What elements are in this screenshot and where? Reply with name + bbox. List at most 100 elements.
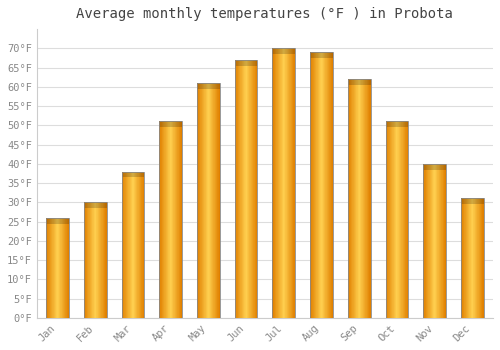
Bar [90, 202, 92, 208]
Bar [58, 218, 59, 224]
Bar [59, 218, 60, 224]
Bar [357, 79, 358, 85]
Bar [134, 172, 135, 177]
Bar [171, 127, 172, 318]
Bar [390, 127, 391, 318]
Bar [353, 85, 354, 318]
Bar [134, 177, 135, 318]
Bar [424, 164, 425, 170]
Bar [433, 164, 434, 170]
Bar [67, 218, 68, 224]
Bar [209, 83, 210, 89]
Bar [276, 54, 277, 318]
Bar [425, 164, 426, 170]
Bar [126, 177, 128, 318]
Bar [168, 127, 169, 318]
Bar [439, 164, 440, 170]
Bar [435, 170, 436, 318]
Bar [473, 204, 474, 318]
Bar [354, 85, 355, 318]
Bar [274, 48, 276, 54]
Bar [283, 48, 284, 54]
Bar [251, 66, 252, 318]
Bar [477, 204, 478, 318]
Bar [202, 83, 203, 89]
Bar [249, 60, 250, 66]
Bar [126, 172, 128, 177]
Bar [364, 85, 365, 318]
Bar [399, 127, 400, 318]
Bar [141, 172, 142, 177]
Bar [103, 208, 104, 318]
Bar [180, 127, 181, 318]
Bar [244, 66, 245, 318]
Bar [257, 66, 258, 318]
Bar [439, 170, 440, 318]
Bar [464, 198, 465, 204]
Bar [235, 66, 236, 318]
Bar [406, 127, 407, 318]
Bar [86, 202, 87, 208]
Bar [199, 83, 200, 89]
Bar [128, 177, 129, 318]
Bar [240, 60, 241, 66]
Bar [84, 202, 85, 208]
Bar [362, 85, 363, 318]
Bar [355, 79, 356, 85]
Bar [236, 66, 237, 318]
Bar [483, 204, 484, 318]
Bar [390, 121, 391, 127]
Bar [124, 172, 125, 177]
Bar [354, 79, 355, 85]
Bar [283, 54, 284, 318]
Bar [219, 89, 220, 318]
Bar [369, 85, 370, 318]
Bar [317, 58, 318, 318]
Bar [160, 121, 182, 318]
Bar [205, 83, 206, 89]
Bar [462, 204, 464, 318]
Bar [68, 218, 69, 224]
Bar [138, 177, 139, 318]
Bar [424, 164, 446, 318]
Bar [361, 85, 362, 318]
Bar [100, 202, 101, 208]
Bar [331, 58, 332, 318]
Bar [243, 60, 244, 66]
Bar [284, 54, 285, 318]
Bar [407, 127, 408, 318]
Bar [197, 89, 198, 318]
Bar [322, 52, 323, 58]
Bar [280, 54, 281, 318]
Bar [164, 127, 165, 318]
Bar [217, 89, 218, 318]
Bar [175, 121, 176, 127]
Bar [218, 83, 219, 89]
Bar [310, 52, 333, 318]
Bar [250, 60, 251, 66]
Bar [87, 208, 88, 318]
Bar [398, 121, 399, 127]
Bar [173, 121, 174, 127]
Title: Average monthly temperatures (°F ) in Probota: Average monthly temperatures (°F ) in Pr… [76, 7, 454, 21]
Bar [64, 224, 65, 318]
Bar [466, 204, 467, 318]
Bar [475, 204, 476, 318]
Bar [204, 89, 205, 318]
Bar [65, 218, 66, 224]
Bar [350, 79, 352, 85]
Bar [293, 48, 294, 54]
Bar [166, 121, 168, 127]
Bar [278, 54, 280, 318]
Bar [238, 60, 240, 66]
Bar [105, 208, 106, 318]
Bar [250, 66, 251, 318]
Bar [58, 224, 59, 318]
Bar [327, 58, 328, 318]
Bar [254, 60, 255, 66]
Bar [180, 121, 181, 127]
Bar [48, 224, 49, 318]
Bar [404, 127, 405, 318]
Bar [348, 85, 349, 318]
Bar [53, 218, 54, 224]
